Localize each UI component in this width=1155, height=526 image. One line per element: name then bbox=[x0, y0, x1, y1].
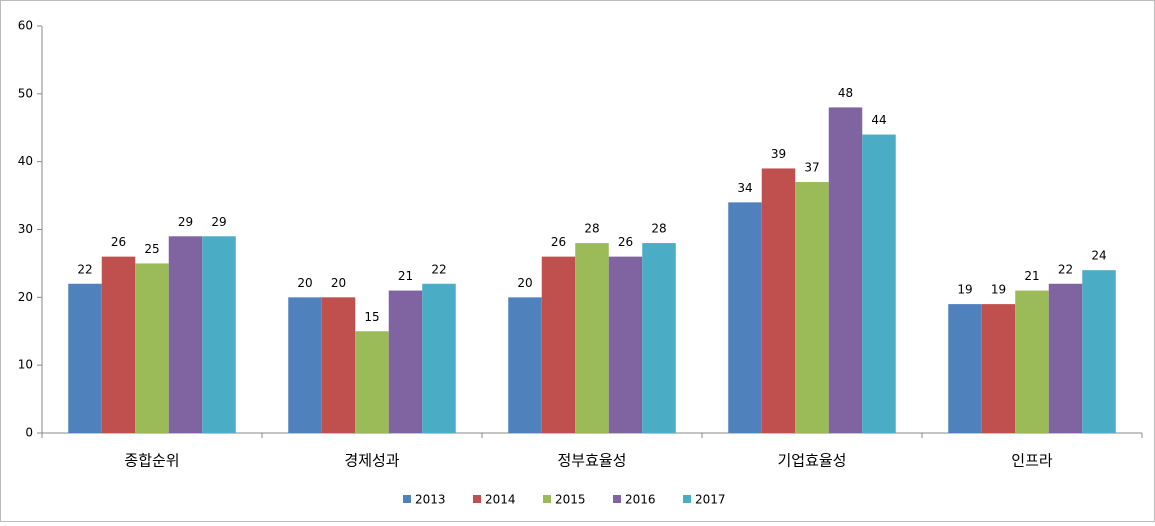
x-tick-label: 기업효율성 bbox=[777, 452, 846, 470]
data-label: 20 bbox=[517, 276, 532, 290]
x-tick-label: 인프라 bbox=[1011, 452, 1053, 470]
data-label: 28 bbox=[584, 222, 599, 236]
data-label: 24 bbox=[1091, 249, 1106, 263]
data-label: 39 bbox=[771, 147, 786, 161]
legend-swatch bbox=[403, 495, 411, 503]
data-label: 22 bbox=[77, 262, 92, 276]
data-label: 48 bbox=[838, 86, 853, 100]
data-label: 19 bbox=[957, 283, 972, 297]
bar bbox=[948, 304, 982, 433]
bar bbox=[508, 297, 542, 433]
data-label: 21 bbox=[1024, 269, 1039, 283]
data-label: 29 bbox=[211, 215, 226, 229]
data-label: 37 bbox=[804, 161, 819, 175]
legend-swatch bbox=[683, 495, 691, 503]
bar bbox=[642, 243, 676, 433]
data-label: 28 bbox=[651, 222, 666, 236]
bar bbox=[828, 107, 863, 434]
x-tick-label: 종합순위 bbox=[124, 452, 179, 470]
y-tick-label: 50 bbox=[18, 86, 33, 100]
bar bbox=[388, 290, 423, 433]
bar bbox=[1015, 290, 1049, 433]
data-label: 25 bbox=[144, 242, 159, 256]
x-tick-label: 경제성과 bbox=[344, 452, 399, 470]
bar bbox=[981, 304, 1016, 433]
bar bbox=[68, 283, 102, 433]
bar bbox=[288, 297, 322, 433]
bar bbox=[1082, 270, 1116, 433]
bar bbox=[101, 256, 136, 433]
data-label: 22 bbox=[1058, 262, 1073, 276]
legend-label: 2013 bbox=[415, 493, 446, 507]
y-tick-label: 20 bbox=[18, 290, 33, 304]
y-tick-label: 0 bbox=[25, 426, 33, 440]
bar bbox=[202, 236, 236, 433]
y-tick-label: 30 bbox=[18, 222, 33, 236]
bar bbox=[355, 331, 389, 433]
x-tick-label: 정부효율성 bbox=[557, 452, 626, 470]
y-tick-label: 60 bbox=[18, 19, 33, 33]
data-label: 22 bbox=[431, 262, 446, 276]
data-label: 15 bbox=[364, 310, 379, 324]
bar bbox=[321, 297, 356, 433]
legend-label: 2015 bbox=[555, 493, 586, 507]
bar bbox=[575, 243, 609, 433]
data-label: 29 bbox=[178, 215, 193, 229]
data-label: 26 bbox=[551, 235, 566, 249]
legend-swatch bbox=[473, 495, 481, 503]
data-label: 34 bbox=[737, 181, 752, 195]
data-label: 21 bbox=[398, 269, 413, 283]
data-label: 26 bbox=[618, 235, 633, 249]
data-label: 20 bbox=[297, 276, 312, 290]
data-label: 19 bbox=[991, 283, 1006, 297]
bar bbox=[168, 236, 203, 433]
bar bbox=[541, 256, 576, 433]
bar bbox=[761, 168, 796, 433]
bar bbox=[422, 283, 456, 433]
data-label: 20 bbox=[331, 276, 346, 290]
data-label: 26 bbox=[111, 235, 126, 249]
data-label: 44 bbox=[871, 113, 886, 127]
bar bbox=[135, 263, 169, 433]
y-tick-label: 10 bbox=[18, 358, 33, 372]
bar bbox=[728, 202, 762, 433]
legend-label: 2017 bbox=[695, 493, 726, 507]
bar bbox=[608, 256, 643, 433]
legend-label: 2014 bbox=[485, 493, 516, 507]
bar bbox=[795, 182, 829, 433]
legend-swatch bbox=[543, 495, 551, 503]
bar bbox=[862, 134, 896, 434]
legend-swatch bbox=[613, 495, 621, 503]
y-tick-label: 40 bbox=[18, 154, 33, 168]
legend-label: 2016 bbox=[625, 493, 656, 507]
bar bbox=[1048, 283, 1083, 433]
